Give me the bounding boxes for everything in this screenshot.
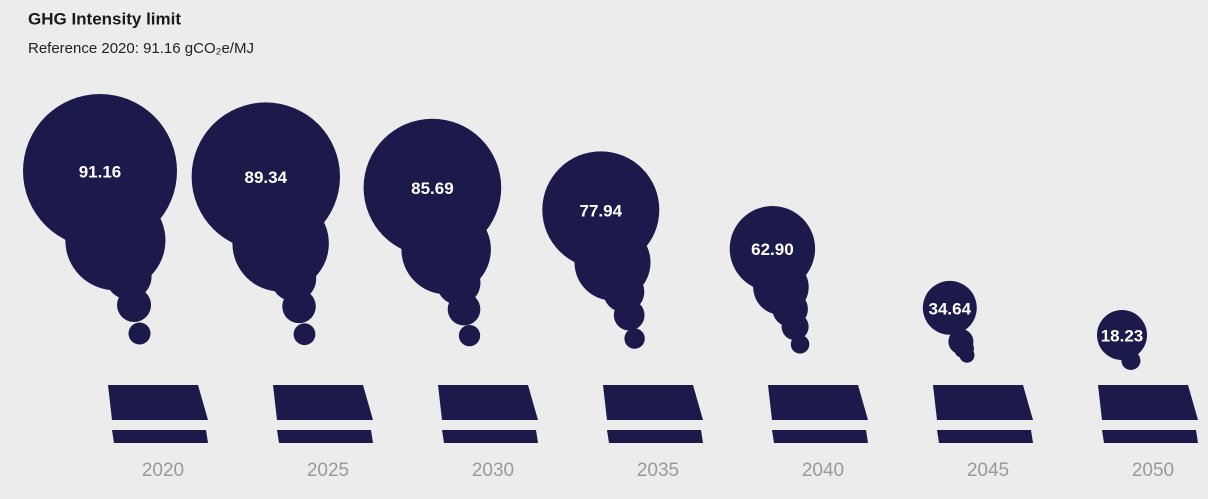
chimney [1098,385,1198,420]
smoke-cloud [23,94,177,248]
smoke-puff [624,328,645,349]
smoke-puff [781,313,809,341]
x-tick-label: 2050 [1132,460,1174,481]
smoke-puff [447,292,481,326]
smoke-puff [117,288,152,322]
chimney-base [937,430,1033,443]
chimney [273,385,373,420]
x-tick-label: 2045 [967,460,1009,481]
x-tick-label: 2020 [142,460,184,481]
value-label: 18.23 [1101,326,1144,345]
smoke-puff [128,322,151,345]
chimney [108,385,208,420]
smoke-cloud [729,206,816,292]
value-label: 34.64 [929,299,972,318]
smoke-puff [282,289,316,324]
smoke-cloud [191,102,340,251]
chimney-base [772,430,868,443]
smoke-puff [458,324,481,347]
x-tick-label: 2030 [472,460,514,481]
chimney-base [277,430,373,443]
smoke-puff [959,347,975,363]
chimney-base [442,430,538,443]
x-tick-label: 2025 [307,460,349,481]
smoke-cloud [1097,310,1147,360]
x-tick-label: 2040 [802,460,844,481]
chimney [603,385,703,420]
smoke-puff [293,323,316,346]
smoke-puff [790,335,810,354]
x-tick-label: 2035 [637,460,679,481]
chimney [768,385,868,420]
smoke-cloud [922,280,977,335]
value-label: 85.69 [411,179,454,198]
chimney [933,385,1033,420]
value-label: 89.34 [245,168,288,187]
chimney-base [1102,430,1198,443]
smoke-puff [613,299,645,331]
chart-title: GHG Intensity limit [28,9,181,28]
chimney-base [607,430,703,443]
value-label: 62.90 [751,240,794,259]
smoke-cloud [542,151,660,269]
smoke-cloud [363,118,502,257]
chimney [438,385,538,420]
chimney-base [112,430,208,443]
chart-subtitle: Reference 2020: 91.16 gCO₂e/MJ [28,40,254,57]
value-label: 91.16 [79,162,122,181]
value-label: 77.94 [580,201,623,220]
